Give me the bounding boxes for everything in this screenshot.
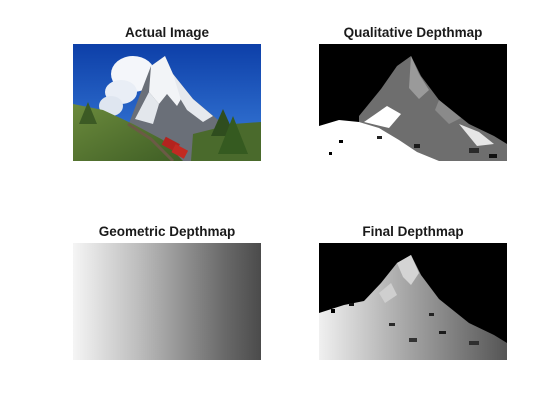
qualitative-depthmap-image	[319, 44, 507, 161]
panel-title: Final Depthmap	[362, 224, 464, 239]
panel-title: Geometric Depthmap	[98, 224, 236, 239]
panel-geometric-depthmap: Geometric Depthmap	[73, 221, 261, 361]
panel-final-depthmap: Final Depthmap	[319, 221, 507, 361]
actual-image	[73, 44, 261, 161]
panel-actual-image: Actual Image	[73, 22, 261, 162]
panel-qualitative-depthmap: Qualitative Depthmap	[319, 22, 507, 162]
geometric-depthmap-image	[73, 243, 261, 360]
panel-title: Qualitative Depthmap	[343, 25, 483, 40]
final-depthmap-image	[319, 243, 507, 360]
panel-title: Actual Image	[124, 25, 210, 40]
